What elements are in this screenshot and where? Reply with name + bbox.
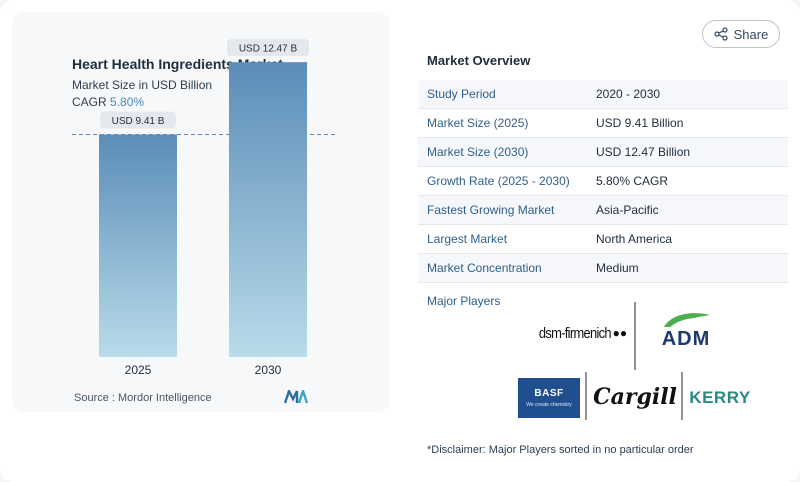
overview-key: Study Period [427, 87, 496, 101]
chart-card [12, 12, 390, 412]
overview-key: Growth Rate (2025 - 2030) [427, 174, 570, 188]
dsm-firmenich-mark: ●● [612, 326, 628, 340]
overview-value: USD 12.47 Billion [596, 145, 691, 159]
market-overview-title: Market Overview [427, 53, 531, 68]
cargill-wordmark: Cargill [593, 384, 677, 410]
adm-logo: ADM [644, 306, 728, 354]
cargill-logo: Cargill [592, 374, 678, 420]
adm-wordmark: ADM [661, 328, 711, 350]
chart-title: Heart Health Ingredients Market [72, 56, 283, 72]
overview-row-market-size-2025: Market Size (2025) USD 9.41 Billion [418, 109, 788, 138]
overview-key: Largest Market [427, 232, 508, 246]
overview-value: 5.80% CAGR [596, 174, 669, 188]
overview-key: Market Size (2030) [427, 145, 529, 159]
overview-key: Market Size (2025) [427, 116, 529, 130]
kerry-logo: KERRY [688, 380, 752, 416]
overview-row-largest-market: Largest Market North America [418, 225, 788, 254]
share-button[interactable]: Share [702, 20, 780, 48]
chart-cagr: CAGR 5.80% [72, 95, 144, 109]
overview-value: Asia-Pacific [596, 203, 659, 217]
overview-value: Medium [596, 261, 639, 275]
overview-row-concentration: Market Concentration Medium [418, 254, 788, 283]
chart-subtitle: Market Size in USD Billion [72, 78, 213, 92]
overview-value: North America [596, 232, 673, 246]
dsm-firmenich-logo: dsm-firmenich ●● [532, 316, 628, 350]
mordor-intelligence-logo [283, 387, 310, 409]
dsm-firmenich-wordmark: dsm-firmenich [538, 324, 612, 342]
market-overview-table: Study Period 2020 - 2030 Market Size (20… [418, 80, 788, 283]
source-note: Source : Mordor Intelligence [74, 392, 212, 404]
basf-wordmark: BASF [534, 388, 564, 399]
adm-leaf-icon [664, 313, 710, 328]
kerry-wordmark: KERRY [689, 388, 751, 407]
overview-row-study-period: Study Period 2020 - 2030 [418, 80, 788, 109]
overview-key: Fastest Growing Market [427, 203, 555, 217]
cagr-value: 5.80% [110, 95, 145, 109]
overview-row-growth-rate: Growth Rate (2025 - 2030) 5.80% CAGR [418, 167, 788, 196]
basf-tagline: We create chemistry [526, 402, 572, 408]
share-icon [714, 27, 728, 41]
overview-row-market-size-2030: Market Size (2030) USD 12.47 Billion [418, 138, 788, 167]
share-label: Share [733, 26, 769, 42]
basf-logo: BASF We create chemistry [518, 378, 580, 418]
overview-value: 2020 - 2030 [596, 87, 661, 101]
overview-row-fastest-growing: Fastest Growing Market Asia-Pacific [418, 196, 788, 225]
cagr-label: CAGR [72, 95, 107, 109]
disclaimer: *Disclaimer: Major Players sorted in no … [427, 444, 694, 456]
overview-key: Market Concentration [427, 261, 542, 275]
overview-value: USD 9.41 Billion [596, 116, 684, 130]
major-players-label: Major Players [427, 294, 501, 308]
